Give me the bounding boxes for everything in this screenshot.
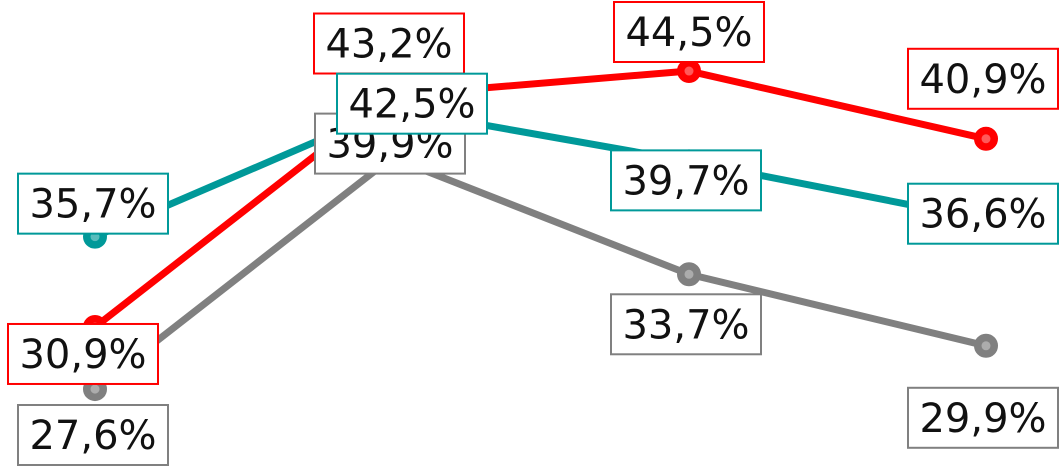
gray-data-label-box	[907, 386, 1059, 449]
teal-data-label: 36,6%	[907, 182, 1059, 245]
teal-data-label-text: 39,7%	[622, 158, 749, 204]
teal-data-label-text: 35,7%	[29, 182, 156, 228]
gray-data-label-text: 33,7%	[622, 302, 749, 348]
red-data-label-text: 44,5%	[625, 10, 752, 56]
red-data-label: 43,2%	[313, 12, 465, 75]
red-data-label-text: 43,2%	[325, 22, 452, 68]
red-data-label-box	[613, 1, 765, 63]
red-series-point	[974, 126, 998, 151]
teal-data-label: 39,7%	[610, 149, 762, 212]
teal-data-label-text: 36,6%	[919, 192, 1046, 238]
red-series-point-highlight	[981, 134, 991, 144]
red-data-label: 40,9%	[907, 47, 1059, 110]
red-series-point-highlight	[684, 66, 694, 76]
teal-data-label-box	[610, 149, 762, 212]
teal-data-label: 35,7%	[17, 172, 169, 235]
gray-data-label-box	[17, 404, 169, 466]
plot-area: 27,6%39,9%33,7%29,9%30,9%43,2% 44,5%40,9%…	[7, 1, 1059, 466]
teal-data-label-box	[336, 72, 488, 135]
red-series-line	[91, 67, 990, 331]
red-data-label-text: 40,9%	[919, 57, 1046, 103]
red-data-label-box	[7, 322, 159, 385]
gray-series-point	[677, 262, 701, 287]
gray-series-point-highlight	[684, 269, 694, 279]
gray-data-label: 27,6%	[17, 404, 169, 466]
gray-series-point-highlight	[90, 384, 100, 394]
teal-data-label-text: 42,5%	[348, 82, 475, 128]
red-data-label-text: 30,9%	[19, 332, 146, 378]
gray-series-point-highlight	[981, 341, 991, 351]
gray-series-line	[91, 154, 990, 393]
teal-data-label-box	[17, 172, 169, 235]
teal-data-label: 42,5%	[336, 72, 488, 135]
gray-data-label: 29,9%	[907, 386, 1059, 449]
gray-data-label-box	[610, 293, 762, 356]
gray-data-label: 33,7%	[610, 293, 762, 356]
gray-data-label-text: 27,6%	[29, 413, 156, 459]
red-data-label-box	[313, 12, 465, 75]
red-data-label: 44,5%	[613, 1, 765, 63]
gray-data-label-text: 29,9%	[919, 396, 1046, 442]
teal-data-label-box	[907, 182, 1059, 245]
gray-series-point	[974, 333, 998, 358]
red-data-label-box	[907, 47, 1059, 110]
teal-series-line	[91, 105, 990, 241]
red-data-label: 30,9%	[7, 322, 159, 385]
